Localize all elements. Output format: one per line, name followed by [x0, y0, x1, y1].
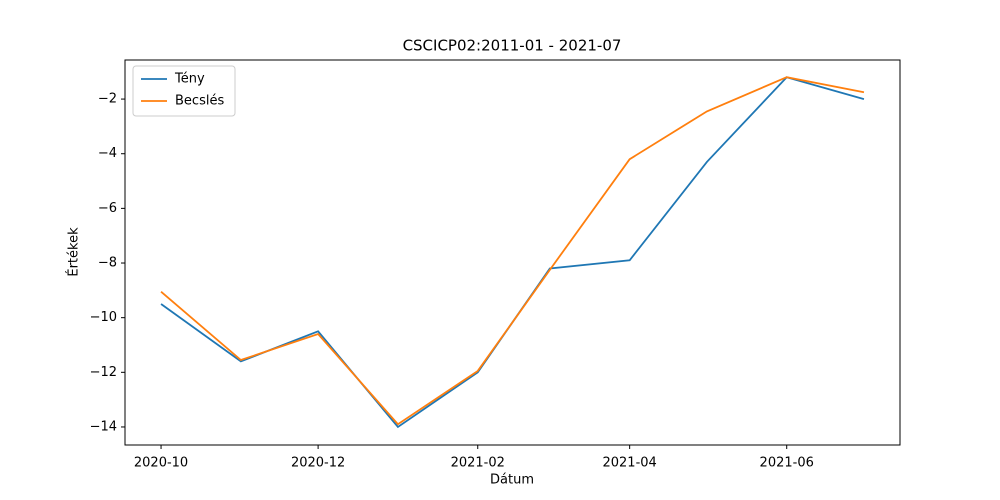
x-tick-label: 2020-10	[134, 456, 188, 471]
y-tick-label: −2	[98, 92, 117, 107]
plot-frame	[124, 59, 901, 446]
y-tick-label: −6	[98, 201, 117, 216]
y-tick-label: −14	[90, 419, 117, 434]
y-tick-label: −10	[90, 310, 117, 325]
chart-title: CSCICP02:2011-01 - 2021-07	[403, 37, 622, 55]
line	[160, 76, 865, 426]
x-tick-label: 2021-04	[602, 456, 656, 471]
y-tick-label: −12	[90, 365, 117, 380]
y-axis-label: Értékek	[66, 227, 82, 277]
x-tick-label: 2021-02	[451, 456, 505, 471]
x-axis-label: Dátum	[490, 473, 534, 488]
x-tick-label: 2020-12	[291, 456, 345, 471]
y-tick-label: −4	[98, 146, 117, 161]
x-tick-label: 2021-06	[760, 456, 814, 471]
legend-label: Becslés	[175, 94, 224, 109]
legend-label: Tény	[174, 72, 205, 87]
y-tick-label: −8	[98, 256, 117, 271]
